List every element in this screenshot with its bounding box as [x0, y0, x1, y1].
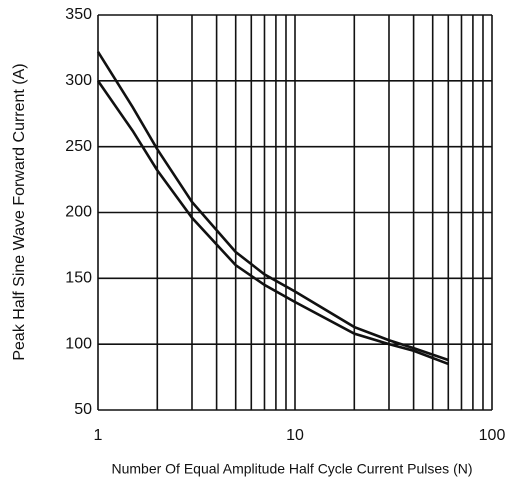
curve	[96, 51, 449, 362]
x-tick-label: 10	[286, 427, 304, 444]
x-tick-label: 1	[94, 427, 103, 444]
y-tick-label: 250	[65, 138, 92, 155]
y-axis-label: Peak Half Sine Wave Forward Current (A)	[11, 63, 28, 360]
y-tick-label: 150	[65, 270, 92, 287]
y-tick-label: 100	[65, 335, 92, 352]
y-tick-label: 300	[65, 72, 92, 89]
x-axis-label: Number Of Equal Amplitude Half Cycle Cur…	[111, 461, 472, 477]
y-tick-label: 200	[65, 204, 92, 221]
curve	[96, 80, 449, 366]
y-tick-label: 50	[74, 401, 92, 418]
y-tick-label: 350	[65, 6, 92, 23]
x-tick-label: 100	[479, 427, 506, 444]
